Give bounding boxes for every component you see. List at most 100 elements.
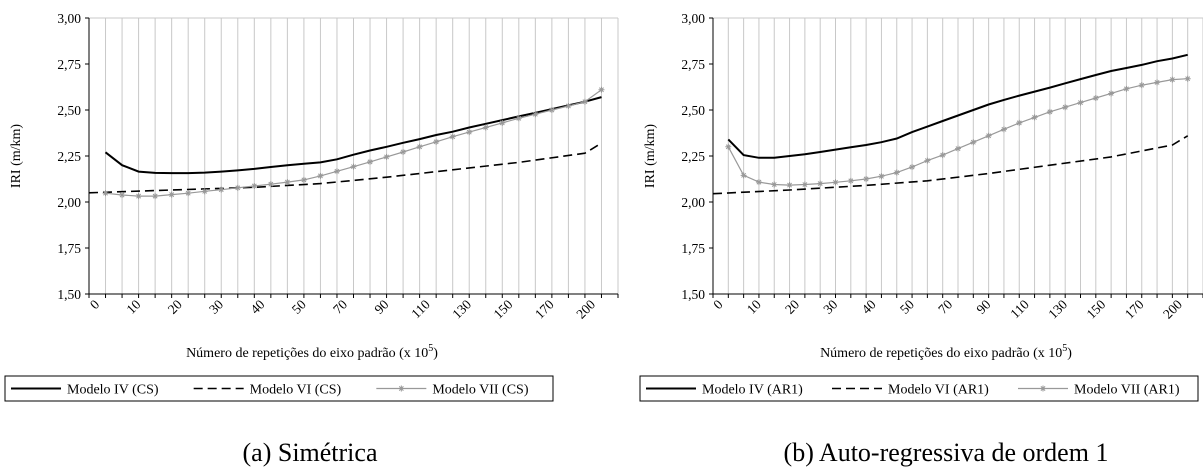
x-tick-label: 20 [165,297,185,317]
series-point [1016,119,1023,126]
x-tick-labels: 0 10 20 30 40 50 70 90 110 130 150 170 200 [710,297,1185,322]
y-tick-label: 2,75 [681,57,705,72]
chart-legend: Modelo IV (AR1) Modelo VI (AR1) Modelo VII… [639,375,1199,402]
y-tick-label: 2,50 [57,103,81,118]
series-point [515,115,522,122]
series-point [1108,90,1115,97]
x-axis-title-exponent: 5 [428,343,433,354]
series-point [1169,76,1176,83]
series-point [909,164,916,171]
x-axis-title-main: Número de repetições do eixo padrão (x 1… [820,346,1062,361]
series-point [771,181,778,188]
x-tick-label: 170 [532,297,557,322]
y-tick-label: 2,00 [681,195,705,210]
x-tick-label: 150 [1083,297,1108,322]
series-point [565,102,572,109]
y-tick-label: 1,50 [681,287,705,302]
x-tick-label: 30 [206,297,226,317]
x-tick-label: 10 [123,297,143,317]
y-tick-labels: 1,50 1,75 2,00 2,25 2,50 2,75 3,00 [57,11,81,302]
series-point [1031,114,1038,121]
legend-label: Modelo VII (CS) [432,383,529,398]
x-tick-label: 90 [973,297,993,317]
x-tick-label: 30 [820,297,840,317]
legend-label: Modelo VII (AR1) [1074,383,1180,398]
x-tick-label: 200 [573,297,598,322]
chart-series-layer [88,86,605,200]
chart-axes [709,17,1203,298]
chart-axes [85,17,619,298]
x-tick-label: 70 [330,297,350,317]
y-tick-label: 2,25 [681,149,705,164]
chart-series-layer [712,53,1191,195]
series-point [333,168,340,175]
legend-label: Modelo VI (CS) [250,383,342,398]
series-point [267,181,274,188]
series-line [88,142,602,194]
y-tick-label: 1,75 [57,241,81,256]
chart-grid [89,17,619,294]
series-point [817,180,824,187]
series-point [367,158,374,165]
y-tick-label: 1,50 [57,287,81,302]
series-point [1138,82,1145,89]
x-axis-title: Número de repetições do eixo padrão (x 1… [820,343,1072,361]
y-axis-title: IRI (m/km) [9,124,24,188]
series-point [548,107,555,113]
x-tick-label: 150 [491,297,516,322]
x-tick-label: 20 [782,297,802,317]
chart-auto-regressiva: 1,501,752,002,252,502,753,00 0 10 20 30 40 50… [639,11,1203,467]
legend-box [639,375,1199,402]
legend-swatch-marker [1040,385,1046,392]
series-point [970,139,977,146]
series-point [801,181,808,188]
chart-caption: (b) Auto-regressiva de ordem 1 [784,438,1109,467]
y-tick-label: 3,00 [681,11,705,26]
y-tick-label: 2,50 [681,103,705,118]
series-point [234,184,241,191]
series-point [1062,104,1069,111]
series-point [598,86,605,93]
y-tick-label: 2,25 [57,149,81,164]
x-tick-label: 40 [859,297,879,317]
series-point [300,176,307,183]
x-axis-title-close: ) [1067,346,1072,361]
x-tick-label: 170 [1122,297,1147,322]
legend-box [4,375,554,402]
series-point [251,182,258,189]
series-point [955,145,961,152]
y-tick-label: 2,00 [57,195,81,210]
x-tick-label: 0 [710,297,726,313]
series-point [317,172,324,179]
x-tick-label: 10 [744,297,764,317]
series-point [383,153,390,160]
series-point [581,98,588,105]
y-tick-label: 3,00 [57,11,81,26]
series-point [102,190,109,197]
series-point [433,138,440,145]
series-point [400,148,407,155]
x-tick-label: 110 [1007,297,1032,322]
series-point [416,143,423,150]
series-point [135,193,142,200]
y-tick-label: 2,75 [57,57,81,72]
y-tick-label: 1,75 [681,241,705,256]
x-tick-labels: 0 10 20 30 40 50 70 90 110 130 150 170 200 [87,297,598,322]
series-point [725,143,732,150]
x-tick-label: 90 [371,297,391,317]
series-point [1154,79,1161,86]
series-point [284,179,291,186]
x-tick-label: 70 [935,297,955,317]
x-tick-label: 110 [408,297,433,322]
x-tick-label: 200 [1160,297,1185,322]
series-point [185,190,192,197]
series-point [1092,95,1099,102]
x-tick-label: 130 [449,297,474,322]
series-point [218,186,225,193]
series-point [350,163,357,170]
series-point [532,111,539,118]
series-point [1000,126,1007,133]
y-tick-labels: 1,50 1,75 2,00 2,25 2,50 2,75 3,00 [681,11,705,302]
series-point [755,179,762,186]
series-point [119,192,126,199]
